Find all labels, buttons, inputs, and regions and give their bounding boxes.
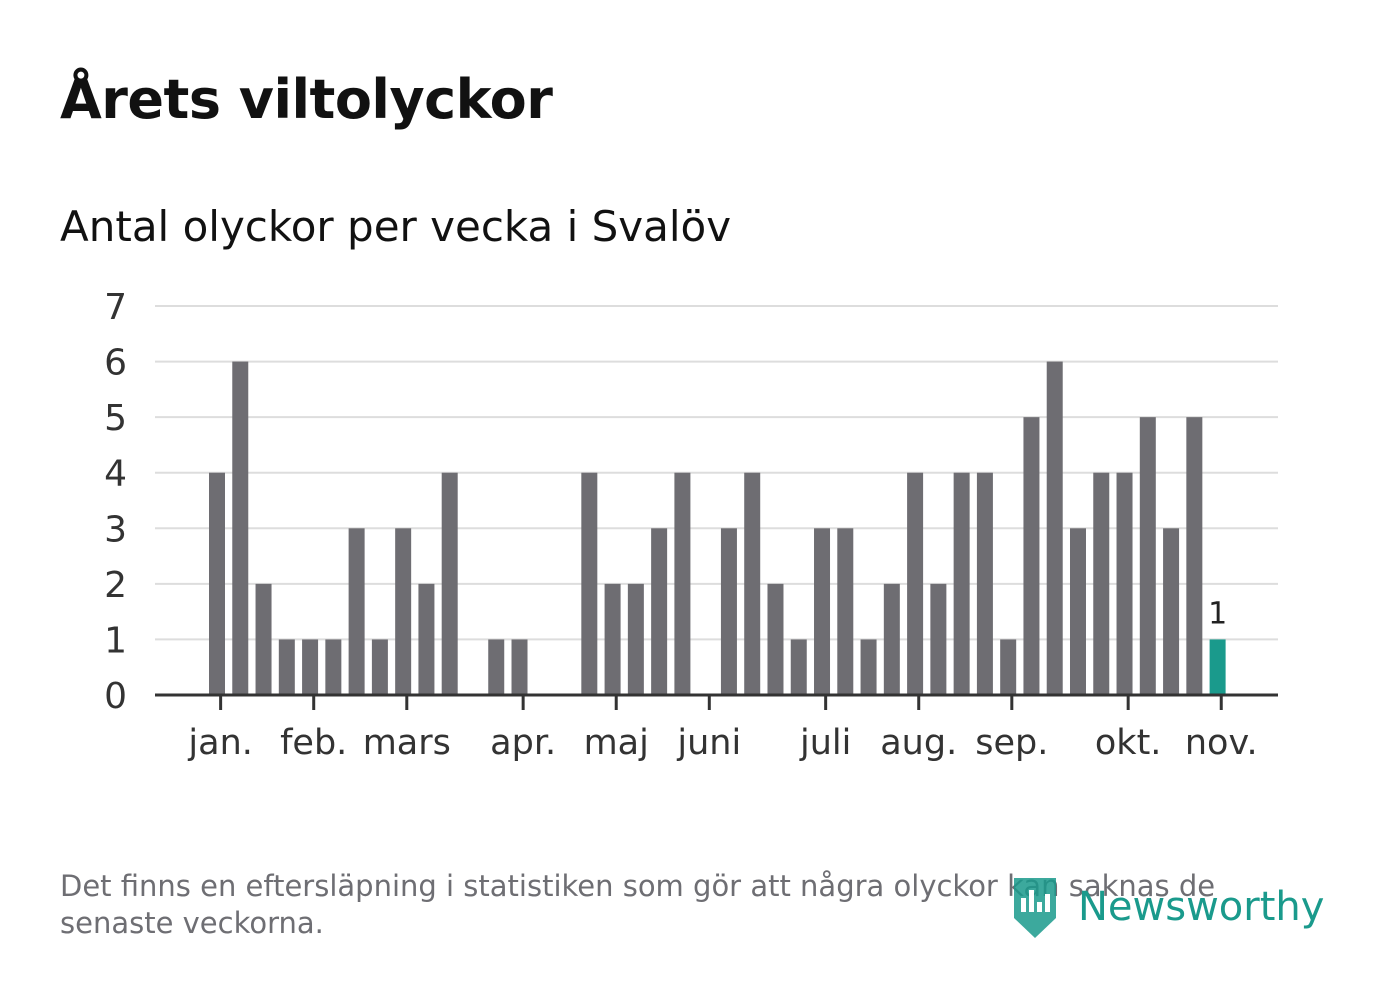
bar <box>1000 639 1017 695</box>
y-tick-label: 4 <box>104 454 127 495</box>
bar <box>1116 472 1133 695</box>
bar <box>837 528 854 695</box>
x-tick-label: aug. <box>880 723 957 763</box>
x-tick-label: okt. <box>1095 723 1162 763</box>
x-tick-label: maj <box>584 723 649 763</box>
x-tick-label: juni <box>676 723 741 763</box>
bar <box>953 472 970 695</box>
y-tick-label: 0 <box>104 676 127 717</box>
bar <box>883 583 900 695</box>
bar <box>767 583 784 695</box>
x-tick-label: sep. <box>975 723 1048 763</box>
bar <box>255 583 272 695</box>
bar <box>1069 528 1086 695</box>
bar <box>371 639 388 695</box>
bar <box>814 528 831 695</box>
brand-name: Newsworthy <box>1078 884 1325 930</box>
bar <box>1093 472 1110 695</box>
chart-subtitle: Antal olyckor per vecka i Svalöv <box>60 202 732 251</box>
bar-value-label: 1 <box>1208 596 1227 631</box>
bar-chart: 0 1 2 3 4 5 6 7 1 jan. feb. mars apr. maj juni juli aug.… <box>104 287 1278 763</box>
bar <box>348 528 365 695</box>
newsworthy-logo-icon <box>1014 878 1056 938</box>
y-tick-label: 5 <box>104 398 127 439</box>
y-tick-label: 3 <box>104 509 127 550</box>
chart-title: Årets viltolyckor <box>60 68 553 131</box>
bar <box>511 639 528 695</box>
bar <box>720 528 737 695</box>
bar <box>651 528 668 695</box>
x-tick-label: juli <box>799 723 851 763</box>
y-tick-label: 1 <box>104 620 127 661</box>
y-tick-label: 7 <box>104 287 127 328</box>
y-tick-label: 6 <box>104 343 127 384</box>
bar <box>278 639 295 695</box>
x-tick-label: nov. <box>1185 723 1258 763</box>
bar <box>907 472 924 695</box>
bar <box>302 639 319 695</box>
bar <box>744 472 761 695</box>
bar <box>1139 417 1156 695</box>
bar <box>232 361 249 695</box>
bar <box>674 472 691 695</box>
bar <box>418 583 435 695</box>
bar <box>1046 361 1063 695</box>
bar <box>790 639 807 695</box>
bar <box>604 583 621 695</box>
bar <box>930 583 947 695</box>
bar <box>209 472 225 695</box>
bar <box>627 583 644 695</box>
bar <box>441 472 458 695</box>
bar <box>488 639 505 695</box>
bar <box>1186 417 1203 695</box>
bar <box>395 528 412 695</box>
bar <box>1209 639 1226 695</box>
bar <box>1163 528 1180 695</box>
x-tick-label: apr. <box>490 723 556 763</box>
brand-logo: Newsworthy <box>1010 872 1324 942</box>
bar <box>1023 417 1040 695</box>
x-tick-label: jan. <box>187 723 252 763</box>
bar <box>325 639 342 695</box>
x-tick-label: feb. <box>280 723 347 763</box>
x-tick-label: mars <box>363 723 451 763</box>
bar <box>860 639 877 695</box>
y-tick-label: 2 <box>104 565 127 606</box>
bar <box>976 472 993 695</box>
bar <box>581 472 598 695</box>
